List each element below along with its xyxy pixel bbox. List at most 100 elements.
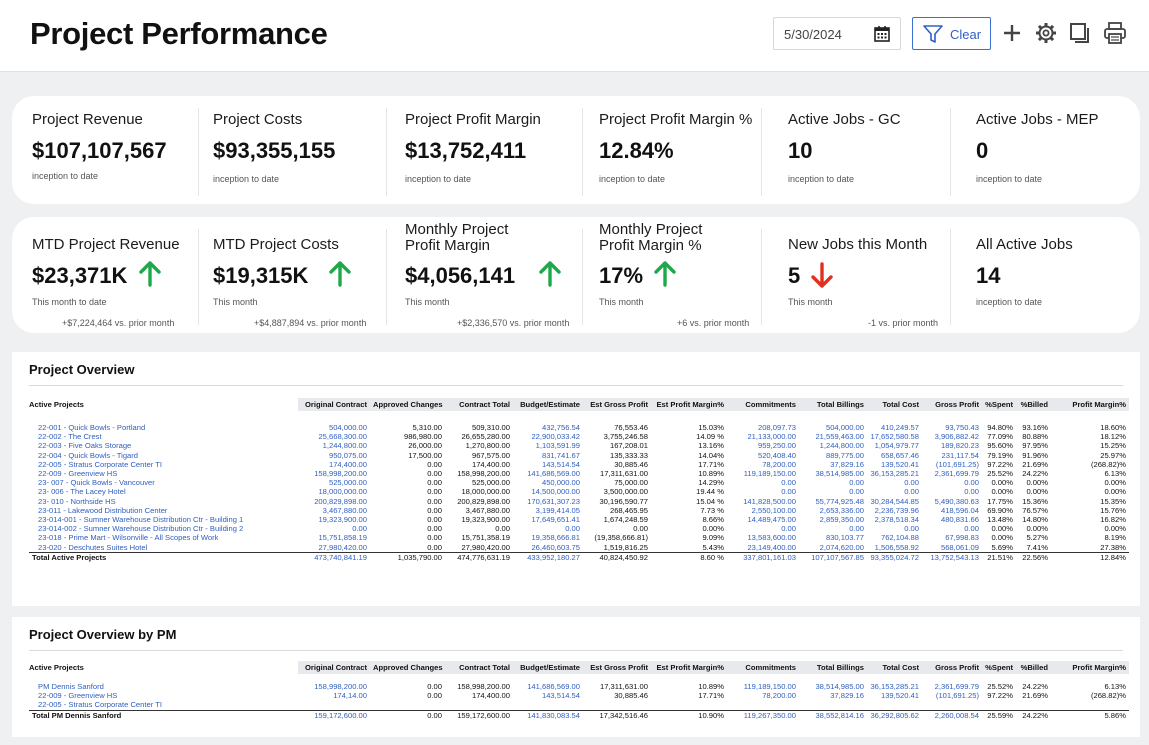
column-header[interactable]: Budget/Estimate: [513, 661, 583, 674]
table-cell[interactable]: 658,657.46: [880, 450, 919, 460]
date-picker[interactable]: 5/30/2024: [773, 17, 901, 50]
table-cell[interactable]: 432,756.54: [541, 423, 580, 432]
table-cell[interactable]: 25,668,300.00: [318, 432, 367, 442]
column-header[interactable]: Profit Margin%: [1051, 398, 1129, 411]
total-cell[interactable]: 433,952,180.27: [513, 551, 583, 564]
table-cell[interactable]: [867, 700, 922, 710]
project-name-cell[interactable]: 22-009 - Greenview HS: [38, 469, 118, 479]
table-cell[interactable]: 0.00: [904, 487, 919, 497]
table-cell[interactable]: 831,741.67: [541, 450, 580, 460]
table-cell[interactable]: 2,653,336.00: [819, 505, 864, 515]
table-cell[interactable]: 26,460,603.75: [531, 542, 580, 552]
column-header[interactable]: Est Gross Profit: [583, 398, 651, 411]
table-cell[interactable]: 0.00: [849, 478, 864, 488]
table-row[interactable]: 22-003 - Five Oaks Storage 1,244,800.00 26…: [29, 441, 1129, 450]
project-name-cell[interactable]: 22-009 - Greenview HS: [38, 691, 118, 701]
column-header[interactable]: %Billed: [1016, 398, 1051, 411]
table-cell[interactable]: 0.00: [964, 478, 979, 488]
table-cell[interactable]: 17,652,580.58: [870, 432, 919, 442]
table-cell[interactable]: 0.00: [904, 524, 919, 534]
project-name-cell[interactable]: 22-005 - Stratus Corporate Center TI: [38, 700, 162, 710]
table-cell[interactable]: 141,686,569.00: [527, 682, 580, 691]
table-cell[interactable]: 3,906,882.42: [934, 432, 979, 442]
calendar-icon[interactable]: [873, 25, 891, 48]
table-cell[interactable]: 14,500,000.00: [531, 487, 580, 497]
table-cell[interactable]: 2,236,739.96: [874, 505, 919, 515]
table-cell[interactable]: 1,054,979.77: [874, 441, 919, 451]
group-label[interactable]: Active Projects: [29, 400, 84, 409]
table-cell[interactable]: 30,284,544.85: [870, 496, 919, 506]
table-cell[interactable]: 143,514.54: [541, 459, 580, 469]
project-name-cell[interactable]: 23-018 - Prime Mart - Wilsonville - All …: [38, 533, 219, 543]
table-cell[interactable]: 174,14.00: [333, 691, 367, 701]
total-cell[interactable]: 337,801,161.03: [727, 551, 799, 564]
table-cell[interactable]: 3,467,880.00: [322, 505, 367, 515]
column-header[interactable]: Budget/Estimate: [513, 398, 583, 411]
column-header[interactable]: Approved Changes: [370, 398, 445, 411]
table-row[interactable]: 23- 006 - The Lacey Hotel 18,000,000.00 0.…: [29, 487, 1129, 496]
table-cell[interactable]: 0.00: [964, 524, 979, 534]
table-cell[interactable]: 0.00: [781, 478, 796, 488]
project-name-cell[interactable]: 23-014-002 - Sumner Warehouse Distributi…: [38, 524, 244, 534]
table-cell[interactable]: [799, 700, 867, 710]
table-cell[interactable]: 504,000.00: [825, 423, 864, 432]
table-cell[interactable]: 78,200.00: [762, 691, 796, 701]
table-cell[interactable]: 13,583,600.00: [747, 533, 796, 543]
table-cell[interactable]: 208,097.73: [757, 423, 796, 432]
project-name-cell[interactable]: PM Dennis Sanford: [38, 682, 104, 691]
table-cell[interactable]: 1,244,800.00: [819, 441, 864, 451]
table-cell[interactable]: 0.00: [849, 524, 864, 534]
table-cell[interactable]: 525,000.00: [328, 478, 367, 488]
table-cell[interactable]: 568,061.09: [940, 542, 979, 552]
table-cell[interactable]: 18,000,000.00: [318, 487, 367, 497]
table-cell[interactable]: 231,117.54: [941, 450, 979, 460]
table-cell[interactable]: 504,000.00: [328, 423, 367, 432]
column-header[interactable]: Contract Total: [445, 661, 513, 674]
table-cell[interactable]: 55,774,925.48: [815, 496, 864, 506]
column-header[interactable]: Original Contract: [298, 398, 370, 411]
table-cell[interactable]: (101,691.25): [935, 691, 979, 701]
table-cell[interactable]: 200,829,898.00: [314, 496, 367, 506]
column-header[interactable]: Commitments: [727, 398, 799, 411]
table-cell[interactable]: [922, 700, 982, 710]
table-cell[interactable]: 23,149,400.00: [747, 542, 796, 552]
table-cell[interactable]: 0.00: [781, 487, 796, 497]
table-cell[interactable]: 143,514.54: [541, 691, 580, 701]
column-header[interactable]: Commitments: [727, 661, 799, 674]
group-label[interactable]: Active Projects: [29, 663, 84, 672]
table-cell[interactable]: (101,691.25): [935, 459, 979, 469]
gear-icon[interactable]: [1035, 22, 1057, 49]
column-header[interactable]: Profit Margin%: [1051, 661, 1129, 674]
table-cell[interactable]: [513, 700, 583, 710]
project-name-cell[interactable]: 22-001 - Quick Bowls - Portland: [38, 423, 146, 432]
table-row[interactable]: 22-004 - Quick Bowls - Tigard 950,075.00 1…: [29, 451, 1129, 460]
table-cell[interactable]: 37,829.16: [830, 691, 864, 701]
table-cell[interactable]: 141,828,500.00: [743, 496, 796, 506]
copy-icon[interactable]: [1069, 22, 1091, 49]
table-cell[interactable]: 0.00: [964, 487, 979, 497]
total-cell[interactable]: 38,552,814.16: [799, 709, 867, 722]
project-name-cell[interactable]: 22-003 - Five Oaks Storage: [38, 441, 132, 451]
table-cell[interactable]: 2,859,350.00: [819, 515, 864, 525]
project-name-cell[interactable]: 23-014-001 - Sumner Warehouse Distributi…: [38, 515, 244, 525]
table-cell[interactable]: 22,900,033.42: [531, 432, 580, 442]
project-name-cell[interactable]: 23-020 - Deschutes Suites Hotel: [38, 542, 148, 552]
table-cell[interactable]: 15,751,858.19: [318, 533, 367, 543]
column-header[interactable]: Gross Profit: [922, 398, 982, 411]
column-header[interactable]: %Spent: [982, 398, 1016, 411]
table-cell[interactable]: 170,631,307.23: [527, 496, 580, 506]
column-header[interactable]: Est Profit Margin%: [651, 661, 727, 674]
project-name-cell[interactable]: 22-005 - Stratus Corporate Center TI: [38, 459, 162, 469]
table-cell[interactable]: 0.00: [849, 487, 864, 497]
table-cell[interactable]: 38,514,985.00: [815, 469, 864, 479]
total-cell[interactable]: 141,830,083.54: [513, 709, 583, 722]
table-cell[interactable]: 0.00: [781, 524, 796, 534]
table-cell[interactable]: 0.00: [565, 524, 580, 534]
table-cell[interactable]: 67,998.83: [945, 533, 979, 543]
table-row[interactable]: 23-018 - Prime Mart - Wilsonville - All …: [29, 533, 1129, 542]
add-icon[interactable]: [1001, 22, 1023, 49]
total-cell[interactable]: 107,107,567.85: [799, 551, 867, 564]
table-cell[interactable]: 480,831.66: [940, 515, 979, 525]
clear-filters-button[interactable]: Clear: [912, 17, 991, 50]
table-cell[interactable]: 5,490,380.63: [934, 496, 979, 506]
